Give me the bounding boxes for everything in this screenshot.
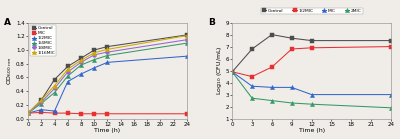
Control <box>26 112 30 114</box>
1/16MIC <box>105 49 110 50</box>
1/16MIC <box>65 68 70 70</box>
MIC <box>92 113 96 115</box>
Line: 1/8MIC: 1/8MIC <box>26 38 189 115</box>
Line: 1/4MIC: 1/4MIC <box>26 41 189 115</box>
1/4MIC <box>52 92 57 93</box>
1/4MIC <box>65 75 70 77</box>
Control <box>289 37 294 39</box>
1/4MIC <box>39 103 44 104</box>
Text: B: B <box>208 18 215 27</box>
2MIC <box>270 100 274 101</box>
MIC <box>39 112 44 113</box>
Line: 1/16MIC: 1/16MIC <box>26 33 189 115</box>
2MIC <box>230 71 235 73</box>
1/2MIC <box>388 46 393 47</box>
MIC <box>250 85 254 87</box>
Y-axis label: OD$_{600\ nm}$: OD$_{600\ nm}$ <box>6 56 14 85</box>
Control <box>78 57 83 59</box>
1/2MIC <box>270 66 274 68</box>
1/16MIC <box>184 35 189 36</box>
1/2MIC <box>309 47 314 49</box>
Line: 1/2MIC: 1/2MIC <box>26 54 189 115</box>
1/8MIC <box>26 112 30 114</box>
1/2MIC <box>39 109 44 111</box>
1/8MIC <box>184 39 189 41</box>
2MIC <box>309 103 314 105</box>
1/2MIC <box>289 48 294 50</box>
Control <box>184 34 189 36</box>
1/2MIC <box>105 62 110 63</box>
1/8MIC <box>52 88 57 89</box>
MIC <box>289 87 294 88</box>
X-axis label: Time (h): Time (h) <box>298 128 325 133</box>
1/2MIC <box>26 112 30 114</box>
1/2MIC <box>78 73 83 75</box>
1/8MIC <box>39 101 44 103</box>
1/2MIC <box>92 67 96 69</box>
MIC <box>270 87 274 88</box>
2MIC <box>388 107 393 109</box>
Control <box>309 40 314 41</box>
1/8MIC <box>105 51 110 53</box>
Control <box>250 48 254 50</box>
1/4MIC <box>184 42 189 44</box>
Control <box>105 46 110 47</box>
MIC <box>230 71 235 73</box>
1/8MIC <box>92 54 96 56</box>
MIC <box>52 112 57 114</box>
1/16MIC <box>26 112 30 114</box>
X-axis label: Time (h): Time (h) <box>94 128 120 133</box>
MIC <box>26 112 30 114</box>
1/8MIC <box>65 71 70 73</box>
1/2MIC <box>52 110 57 112</box>
Line: 2MIC: 2MIC <box>230 70 393 110</box>
1/4MIC <box>78 64 83 66</box>
MIC <box>388 94 393 95</box>
MIC <box>309 94 314 95</box>
Line: Control: Control <box>230 33 393 74</box>
Legend: Control, 1/2MIC, MIC, 2MIC: Control, 1/2MIC, MIC, 2MIC <box>261 8 362 14</box>
Control <box>65 66 70 67</box>
Text: A: A <box>4 18 11 27</box>
MIC <box>105 113 110 115</box>
2MIC <box>289 102 294 104</box>
Legend: Control, MIC, 1/2MIC, 1/4MIC, 1/8MIC, 1/16MIC: Control, MIC, 1/2MIC, 1/4MIC, 1/8MIC, 1/… <box>30 25 56 56</box>
1/4MIC <box>92 59 96 60</box>
Control <box>388 40 393 41</box>
2MIC <box>250 97 254 99</box>
1/2MIC <box>230 71 235 73</box>
1/2MIC <box>65 81 70 82</box>
1/16MIC <box>92 52 96 54</box>
Line: Control: Control <box>26 33 189 115</box>
Control <box>92 49 96 51</box>
Line: MIC: MIC <box>230 70 393 97</box>
1/2MIC <box>250 76 254 77</box>
MIC <box>184 113 189 115</box>
1/4MIC <box>105 55 110 56</box>
MIC <box>78 113 83 115</box>
Y-axis label: Log$_{10}$ (CFU/mL): Log$_{10}$ (CFU/mL) <box>215 46 224 95</box>
Control <box>230 71 235 73</box>
1/16MIC <box>52 85 57 86</box>
1/8MIC <box>78 62 83 63</box>
1/16MIC <box>39 99 44 101</box>
1/2MIC <box>184 55 189 57</box>
1/16MIC <box>78 59 83 61</box>
Line: MIC: MIC <box>26 111 189 116</box>
Control <box>39 99 44 101</box>
1/4MIC <box>26 112 30 114</box>
MIC <box>65 112 70 114</box>
Control <box>270 34 274 35</box>
Control <box>52 79 57 80</box>
Line: 1/2MIC: 1/2MIC <box>230 45 393 79</box>
